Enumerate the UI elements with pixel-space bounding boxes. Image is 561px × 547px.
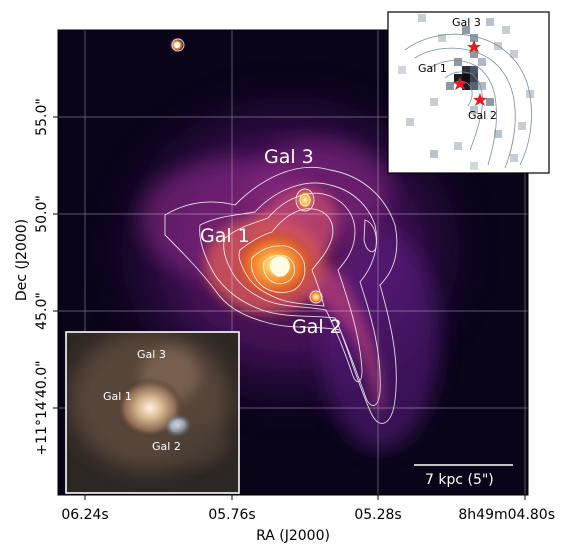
pixel-inset: Gal 3 Gal 1 Gal 2 [387, 11, 550, 174]
main-frame [57, 29, 529, 496]
scale-bar-label: 7 kpc (5") [425, 472, 494, 488]
contour-lines [164, 38, 398, 424]
y-axis-label: Dec (J2000) [14, 219, 30, 301]
inset-label-gal1: Gal 1 [418, 62, 447, 75]
x-tick-label-1: 06.24s [61, 507, 108, 523]
label-gal3: Gal 3 [264, 146, 314, 168]
inset-markers [453, 40, 487, 106]
inset-label-gal2: Gal 2 [468, 109, 497, 122]
label-gal1: Gal 1 [200, 225, 250, 247]
x-tick-label-2: 05.76s [208, 507, 255, 523]
y-tick-label-2: 50.0" [34, 195, 50, 233]
star-marker-gal1 [453, 77, 467, 90]
inset-core-pixels [454, 66, 478, 90]
y-tick-label-1: 55.0" [34, 98, 50, 136]
y-tick-label-4: +11°14′40.0" [34, 360, 50, 455]
x-tick-label-4: 8h49m04.80s [458, 507, 555, 523]
label-gal2: Gal 2 [292, 316, 342, 338]
rgb-label-gal1: Gal 1 [103, 390, 132, 403]
axis-ticks [53, 116, 526, 500]
star-marker-gal2 [473, 93, 487, 106]
scale-bar: 7 kpc (5") [414, 464, 513, 488]
star-marker-gal3 [467, 40, 481, 53]
rgb-label-gal3: Gal 3 [137, 348, 166, 361]
x-axis-label: RA (J2000) [256, 528, 330, 544]
rgb-inset: Gal 3 Gal 1 Gal 2 [65, 331, 240, 494]
x-tick-label-3: 05.28s [354, 507, 401, 523]
y-tick-label-3: 45.0" [34, 292, 50, 330]
rgb-label-gal2: Gal 2 [152, 440, 181, 453]
inset-contours [404, 33, 532, 169]
inset-label-gal3: Gal 3 [452, 16, 481, 29]
